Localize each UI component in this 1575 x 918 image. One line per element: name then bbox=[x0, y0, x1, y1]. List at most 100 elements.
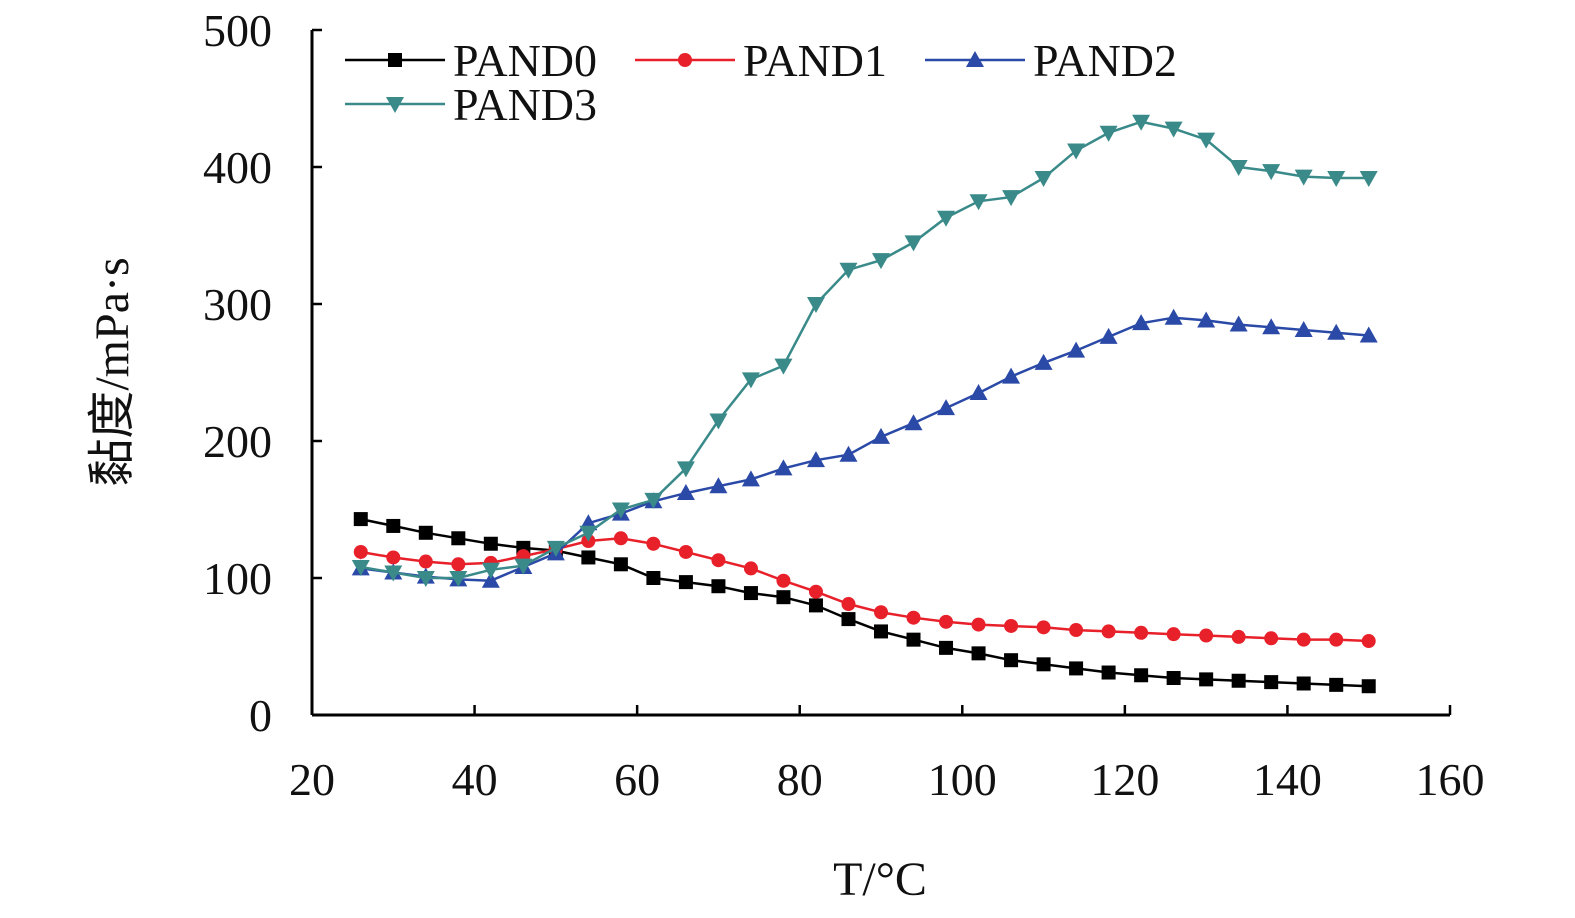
data-point-pand2 bbox=[481, 571, 500, 588]
data-point-pand2 bbox=[839, 445, 858, 462]
series-pand0 bbox=[353, 512, 1376, 694]
data-point-pand1 bbox=[971, 617, 986, 632]
data-point-pand1 bbox=[418, 554, 433, 569]
y-tick-label: 200 bbox=[203, 416, 272, 467]
data-point-pand1 bbox=[386, 550, 401, 565]
legend-label-pand2: PAND2 bbox=[1033, 35, 1177, 86]
data-point-pand3 bbox=[1099, 125, 1118, 142]
data-point-pand2 bbox=[1034, 353, 1053, 370]
data-point-pand3 bbox=[1294, 169, 1313, 186]
data-point-pand0 bbox=[386, 518, 401, 533]
data-point-pand3 bbox=[774, 358, 793, 375]
legend-marker-pand2 bbox=[966, 51, 984, 67]
data-point-pand1 bbox=[1296, 632, 1311, 647]
data-point-pand1 bbox=[451, 557, 466, 572]
data-point-pand0 bbox=[581, 550, 596, 565]
data-point-pand0 bbox=[1166, 671, 1181, 686]
series-line-pand2 bbox=[360, 316, 1369, 582]
data-point-pand0 bbox=[906, 632, 921, 647]
data-point-pand2 bbox=[937, 399, 956, 416]
data-point-pand3 bbox=[481, 562, 500, 579]
x-tick-label: 100 bbox=[928, 754, 997, 805]
data-point-pand2 bbox=[709, 477, 728, 494]
data-point-pand3 bbox=[839, 262, 858, 279]
legend-marker-pand1 bbox=[678, 53, 692, 67]
data-point-pand3 bbox=[1164, 121, 1183, 138]
data-point-pand1 bbox=[1004, 618, 1019, 633]
data-point-pand0 bbox=[743, 586, 758, 601]
data-point-pand3 bbox=[1002, 190, 1021, 207]
data-point-pand2 bbox=[774, 459, 793, 476]
data-point-pand3 bbox=[1229, 160, 1248, 176]
data-point-pand3 bbox=[1359, 170, 1378, 187]
data-point-pand3 bbox=[1034, 170, 1053, 187]
data-point-pand0 bbox=[1361, 679, 1376, 694]
data-point-pand1 bbox=[841, 597, 856, 612]
data-point-pand3 bbox=[904, 235, 923, 252]
data-point-pand1 bbox=[1199, 628, 1214, 643]
data-point-pand1 bbox=[646, 536, 661, 551]
series-layer bbox=[351, 114, 1378, 694]
data-point-pand2 bbox=[872, 427, 890, 444]
data-point-pand0 bbox=[1329, 677, 1344, 692]
data-point-pand0 bbox=[1134, 668, 1149, 683]
data-point-pand1 bbox=[1329, 632, 1344, 647]
series-pand3 bbox=[351, 114, 1378, 587]
data-point-pand1 bbox=[808, 584, 823, 599]
legend-label-pand3: PAND3 bbox=[453, 79, 597, 130]
y-tick-label: 100 bbox=[203, 553, 272, 604]
data-point-pand3 bbox=[644, 492, 663, 509]
data-point-pand1 bbox=[353, 544, 368, 559]
y-axis-title: 黏度/mPa·s bbox=[86, 257, 139, 486]
legend: PAND0 PAND1 PAND2 PAND3 bbox=[345, 35, 1177, 130]
data-point-pand0 bbox=[1264, 675, 1279, 690]
data-point-pand0 bbox=[1004, 653, 1019, 668]
data-point-pand1 bbox=[743, 561, 758, 576]
data-point-pand0 bbox=[808, 598, 823, 613]
data-point-pand0 bbox=[1231, 673, 1246, 688]
data-point-pand2 bbox=[1359, 326, 1378, 343]
data-point-pand1 bbox=[1069, 623, 1084, 638]
data-point-pand0 bbox=[776, 590, 791, 605]
data-point-pand0 bbox=[1101, 665, 1116, 680]
data-point-pand0 bbox=[1199, 672, 1214, 687]
data-point-pand0 bbox=[678, 575, 693, 590]
data-point-pand1 bbox=[939, 614, 954, 629]
data-point-pand1 bbox=[1036, 620, 1051, 635]
data-point-pand0 bbox=[1036, 657, 1051, 672]
legend-marker-pand0 bbox=[388, 53, 402, 67]
legend-marker-pand3 bbox=[386, 97, 404, 113]
x-tick-label: 40 bbox=[452, 754, 498, 805]
data-point-pand0 bbox=[1296, 676, 1311, 691]
y-tick-label: 0 bbox=[249, 690, 272, 741]
data-point-pand2 bbox=[1294, 321, 1313, 338]
legend-entry-pand3: PAND3 bbox=[345, 79, 597, 130]
data-point-pand0 bbox=[353, 512, 368, 527]
data-point-pand3 bbox=[611, 502, 630, 519]
x-tick-label: 160 bbox=[1416, 754, 1485, 805]
data-point-pand3 bbox=[1067, 143, 1086, 160]
data-point-pand0 bbox=[939, 640, 954, 655]
data-point-pand0 bbox=[646, 571, 661, 585]
data-point-pand3 bbox=[1197, 132, 1216, 149]
data-point-pand1 bbox=[874, 605, 888, 620]
x-tick-label: 120 bbox=[1090, 754, 1159, 805]
data-point-pand3 bbox=[806, 297, 825, 313]
data-point-pand1 bbox=[711, 553, 726, 568]
legend-entry-pand2: PAND2 bbox=[925, 35, 1177, 86]
data-point-pand2 bbox=[1197, 311, 1216, 328]
legend-label-pand0: PAND0 bbox=[453, 35, 597, 86]
data-point-pand2 bbox=[1262, 318, 1281, 335]
data-point-pand0 bbox=[451, 531, 466, 546]
legend-entry-pand0: PAND0 bbox=[345, 35, 597, 86]
x-tick-label: 20 bbox=[289, 754, 335, 805]
legend-label-pand1: PAND1 bbox=[743, 35, 887, 86]
data-point-pand1 bbox=[906, 610, 921, 625]
data-point-pand3 bbox=[514, 558, 533, 575]
data-point-pand2 bbox=[969, 384, 988, 401]
data-point-pand3 bbox=[969, 194, 988, 211]
data-point-pand2 bbox=[1164, 308, 1183, 325]
data-point-pand2 bbox=[1099, 327, 1118, 344]
data-point-pand0 bbox=[711, 579, 726, 594]
data-point-pand2 bbox=[1067, 341, 1086, 358]
